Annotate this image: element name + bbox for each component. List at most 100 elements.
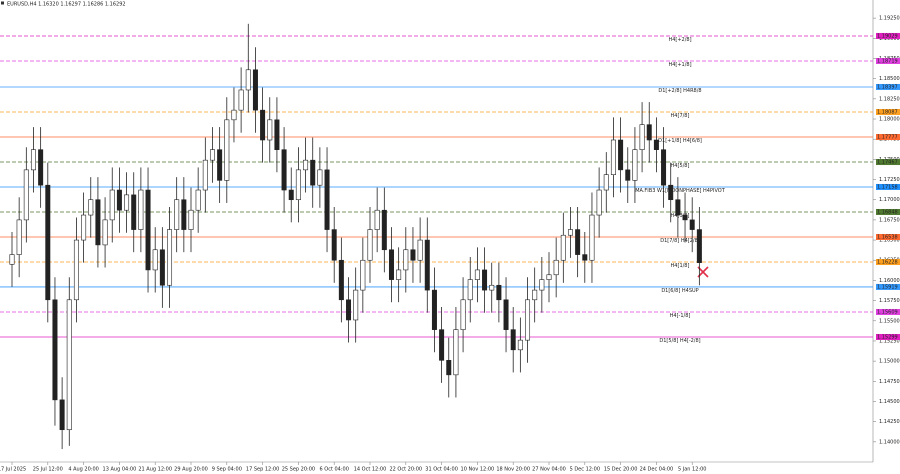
candle-body (30, 149, 36, 171)
y-tick-label: 1.15500 (879, 318, 900, 324)
candle-body (496, 284, 502, 301)
y-tick-label: 1.18000 (879, 117, 900, 123)
price-tag-label: 1.18397 (877, 84, 898, 90)
x-tick-label: 27 Nov 04:00 (532, 467, 566, 473)
level-label: D1[7/8] H4[2/8] (660, 238, 700, 244)
candle-body (381, 209, 387, 251)
candle-body (567, 229, 573, 236)
level-label: D1[5/8] H4[-2/8] (659, 338, 700, 344)
level-label: D1[6/8] H4SUP (661, 288, 698, 294)
price-tag (876, 234, 900, 241)
price-tag (876, 308, 900, 315)
candle-body (202, 159, 208, 191)
x-tick-label: 13 Aug 04:00 (103, 467, 137, 473)
price-tag-label: 1.16538 (877, 235, 898, 241)
candle-body (38, 149, 44, 186)
candle-body (682, 214, 688, 221)
x-tick-label: 4 Aug 20:00 (68, 467, 99, 473)
x-tick-label: 6 Oct 04:00 (319, 467, 348, 473)
candle-body (267, 119, 273, 141)
candle-body (575, 229, 581, 255)
price-tag-label: 1.15299 (877, 334, 898, 340)
candle-body (52, 299, 58, 401)
x-tick-label: 22 Oct 20:00 (389, 467, 422, 473)
candle-body (138, 189, 144, 230)
y-tick-label: 1.18250 (879, 96, 900, 102)
candle-body (661, 149, 667, 186)
candle-body (610, 139, 616, 176)
x-tick-label: 5 Dec 12:00 (570, 467, 600, 473)
y-tick-label: 1.14250 (879, 419, 900, 425)
x-tick-label: 31 Oct 04:00 (425, 467, 458, 473)
candle-body (539, 279, 545, 291)
candle-body (116, 189, 122, 211)
level-label: D1[+2/8] H4R8/8 (658, 88, 701, 94)
chart-title: EURUSD,H4 1.16320 1.16297 1.16286 1.1629… (7, 2, 126, 8)
price-tag (876, 32, 900, 39)
candle-body (474, 269, 480, 280)
candle-body (331, 229, 337, 261)
candle-body (45, 184, 51, 301)
candle-body (353, 289, 359, 321)
price-tag-label: 1.16848 (877, 209, 898, 215)
candle-body (159, 249, 165, 286)
level-label: H4[-1/8] (670, 313, 691, 319)
candle-body (81, 214, 87, 241)
candle-body (410, 249, 416, 261)
candle-body (209, 149, 215, 161)
candle-body (403, 249, 409, 271)
candle-body (59, 399, 65, 431)
price-tag-label: 1.15609 (877, 309, 898, 315)
candle-body (625, 169, 631, 181)
candle-body (181, 199, 187, 230)
candle-body (16, 219, 22, 255)
candle-body (439, 329, 445, 361)
y-tick-label: 1.15000 (879, 359, 900, 365)
x-tick-label: 14 Oct 12:00 (354, 467, 387, 473)
x-tick-label: 15 Dec 20:00 (604, 467, 638, 473)
y-tick-label: 1.14500 (879, 399, 900, 405)
candle-body (489, 284, 495, 291)
candle-body (152, 249, 158, 271)
candle-body (66, 299, 72, 431)
candle-body (346, 299, 352, 321)
price-tag (876, 108, 900, 115)
price-tag (876, 159, 900, 166)
x-tick-label: 17 Jul 2025 (0, 467, 26, 473)
price-tag-label: 1.17158 (877, 184, 898, 190)
price-tag-label: 1.16228 (877, 260, 898, 266)
candle-body (582, 254, 588, 261)
candle-body (338, 259, 344, 301)
candle-body (596, 189, 602, 216)
candle-body (324, 169, 330, 230)
level-label: MA.FIB3 W1[MOONPHASE] H4PIVOT (635, 188, 726, 194)
candle-body (417, 239, 423, 261)
candle-body (288, 189, 294, 201)
y-tick-label: 1.16500 (879, 238, 900, 244)
x-tick-label: 10 Nov 12:00 (461, 467, 495, 473)
price-tag-label: 1.18719 (877, 58, 898, 64)
candle-body (317, 169, 323, 186)
chart-icon (1, 1, 4, 5)
candle-body (696, 229, 702, 263)
price-tag-label: 1.17777 (877, 135, 898, 141)
candle-body (195, 189, 201, 211)
candle-body (95, 199, 101, 246)
candle-body (589, 214, 595, 261)
x-tick-label: 29 Aug 20:00 (174, 467, 208, 473)
candle-body (532, 289, 538, 301)
price-tag (876, 259, 900, 266)
level-label: H4[+1/8] (668, 62, 691, 68)
candle-body (503, 299, 509, 330)
y-tick-label: 1.14000 (879, 439, 900, 445)
y-tick-label: 1.15250 (879, 338, 900, 344)
level-label: D1[+1/8] H4[6/8] (658, 138, 702, 144)
level-label: H4[3/8] (671, 213, 690, 219)
candle-body (639, 124, 645, 150)
candle-body (618, 139, 624, 171)
candle-body (109, 189, 115, 221)
level-label: H4[1/8] (671, 263, 690, 269)
candle-body (431, 289, 437, 330)
candle-body (675, 199, 681, 216)
